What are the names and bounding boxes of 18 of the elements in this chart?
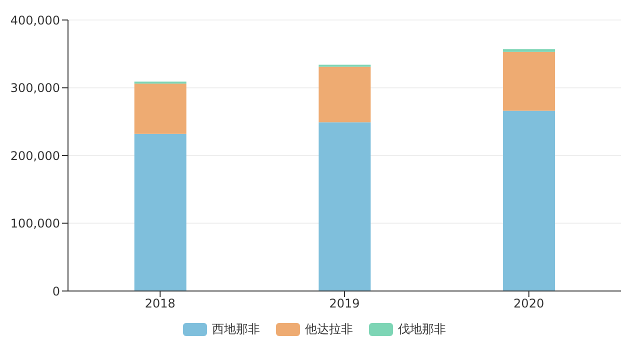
bar (503, 52, 556, 111)
bar (134, 134, 186, 291)
legend-label: 西地那非 (212, 321, 260, 338)
x-tick-label: 2018 (144, 296, 176, 311)
legend-label: 伐地那非 (398, 321, 446, 338)
y-tick-label: 0 (52, 284, 60, 298)
bar (134, 84, 186, 134)
bar (318, 66, 371, 122)
y-tick-label: 200,000 (10, 148, 60, 163)
y-tick-label: 400,000 (10, 13, 60, 28)
y-tick-label: 100,000 (10, 216, 60, 231)
bar (503, 110, 556, 291)
legend-label: 他达拉非 (305, 321, 353, 338)
y-tick-label: 300,000 (10, 81, 60, 96)
bar (318, 122, 371, 291)
x-tick-label: 2020 (514, 296, 544, 311)
x-tick-label: 2019 (329, 296, 360, 311)
bar (503, 49, 556, 52)
